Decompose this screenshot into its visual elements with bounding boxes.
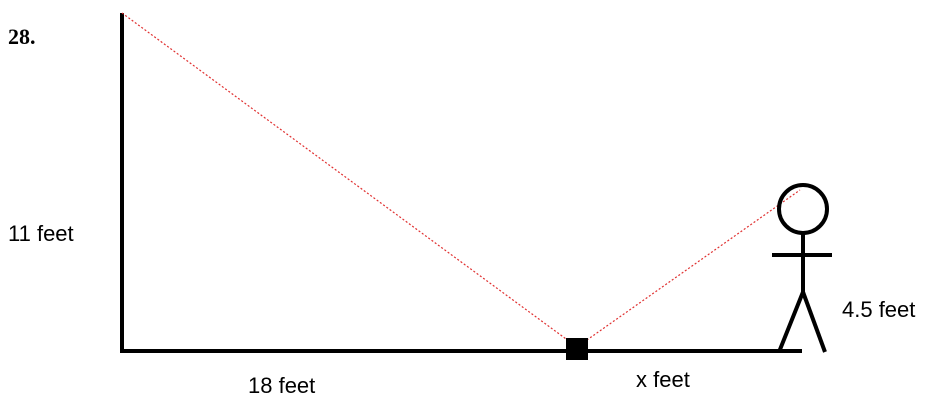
person-leg (803, 292, 825, 352)
person-leg (779, 292, 803, 352)
sight-line-pole (122, 13, 577, 347)
distance-label: x feet (636, 367, 690, 392)
person-height-label: 4.5 feet (842, 297, 915, 322)
mirror (566, 338, 588, 360)
sight-line-person (577, 190, 800, 347)
diagram: 28. 11 feet 18 feet x feet 4.5 feet (0, 0, 938, 403)
height-label: 11 feet (8, 221, 74, 246)
base-label: 18 feet (248, 373, 315, 398)
problem-number: 28. (8, 24, 36, 49)
person-head (779, 185, 827, 233)
